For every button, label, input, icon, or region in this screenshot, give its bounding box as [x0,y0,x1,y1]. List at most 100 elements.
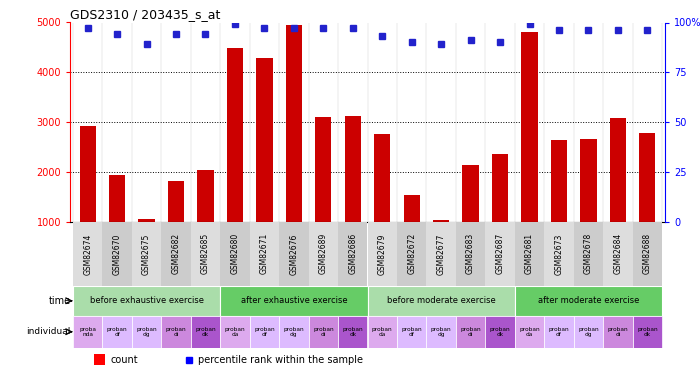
Bar [338,222,368,286]
Bar [426,316,456,348]
Bar [485,222,514,286]
Bar [574,316,603,348]
Text: after moderate exercise: after moderate exercise [538,296,639,305]
Text: proban
dk: proban dk [342,327,363,337]
Text: proban
dg: proban dg [430,327,452,337]
Bar [227,48,243,222]
Text: GSM82670: GSM82670 [113,233,122,274]
Bar [139,219,155,222]
Text: before exhaustive exercise: before exhaustive exercise [90,296,204,305]
Bar [94,354,104,365]
Bar [250,222,279,286]
Text: GSM82677: GSM82677 [437,233,446,274]
Text: proban
di: proban di [313,327,334,337]
Bar [161,316,191,348]
Bar [161,222,191,286]
Bar [256,58,272,222]
Bar [603,316,633,348]
Bar [633,316,662,348]
Text: GSM82684: GSM82684 [613,233,622,274]
Text: proban
da: proban da [372,327,393,337]
Text: proban
di: proban di [461,327,481,337]
Text: percentile rank within the sample: percentile rank within the sample [198,354,363,364]
Bar [610,118,626,222]
Bar [456,222,485,286]
Text: GSM82679: GSM82679 [378,233,386,274]
Text: count: count [111,354,138,364]
Text: GSM82671: GSM82671 [260,233,269,274]
Bar [368,222,397,286]
Text: before moderate exercise: before moderate exercise [387,296,496,305]
Bar [80,126,96,222]
Text: proban
dg: proban dg [284,327,304,337]
Bar [309,222,338,286]
Text: GSM82682: GSM82682 [172,233,181,274]
Text: proban
da: proban da [225,327,245,337]
Text: proba
nda: proba nda [79,327,96,337]
Bar [485,316,514,348]
Bar [544,316,574,348]
Bar [522,33,538,222]
Text: GSM82680: GSM82680 [230,233,239,274]
Bar [250,316,279,348]
Text: time: time [48,296,71,306]
Bar [102,316,132,348]
Bar [73,316,102,348]
Text: GSM82676: GSM82676 [289,233,298,274]
Text: proban
dk: proban dk [490,327,510,337]
Text: proban
df: proban df [549,327,569,337]
Text: proban
dk: proban dk [195,327,216,337]
Bar [286,25,302,222]
Text: GSM82688: GSM82688 [643,233,652,274]
Bar [168,182,184,222]
Text: GSM82686: GSM82686 [349,233,357,274]
Bar [456,316,485,348]
Text: proban
dg: proban dg [136,327,157,337]
Text: GSM82687: GSM82687 [496,233,505,274]
Text: GSM82672: GSM82672 [407,233,416,274]
Text: GSM82689: GSM82689 [318,233,328,274]
Bar [580,139,596,222]
Bar [279,222,309,286]
Text: proban
da: proban da [519,327,540,337]
Text: proban
df: proban df [254,327,274,337]
Bar [633,222,662,286]
Text: after exhaustive exercise: after exhaustive exercise [241,296,347,305]
Bar [374,134,391,222]
Text: proban
df: proban df [401,327,422,337]
Bar [397,316,426,348]
Bar [279,316,309,348]
Bar [426,222,456,286]
Bar [73,286,220,316]
Bar [309,316,338,348]
Bar [639,133,655,222]
Text: proban
dg: proban dg [578,327,598,337]
Bar [397,222,426,286]
Bar [344,116,361,222]
Bar [132,316,161,348]
Text: GSM82674: GSM82674 [83,233,92,274]
Text: GSM82683: GSM82683 [466,233,475,274]
Bar [73,222,102,286]
Bar [191,222,220,286]
Bar [368,316,397,348]
Bar [197,170,214,222]
Bar [132,222,161,286]
Text: GDS2310 / 203435_s_at: GDS2310 / 203435_s_at [70,8,220,21]
Bar [574,222,603,286]
Bar [463,165,479,222]
Bar [603,222,633,286]
Bar [544,222,574,286]
Text: GSM82681: GSM82681 [525,233,534,274]
Text: GSM82673: GSM82673 [554,233,564,274]
Bar [220,316,250,348]
Bar [220,286,368,316]
Bar [102,222,132,286]
Text: proban
di: proban di [608,327,628,337]
Text: GSM82675: GSM82675 [142,233,151,274]
Bar [315,117,331,222]
Bar [514,286,662,316]
Text: proban
df: proban df [107,327,127,337]
Text: GSM82685: GSM82685 [201,233,210,274]
Bar [191,316,220,348]
